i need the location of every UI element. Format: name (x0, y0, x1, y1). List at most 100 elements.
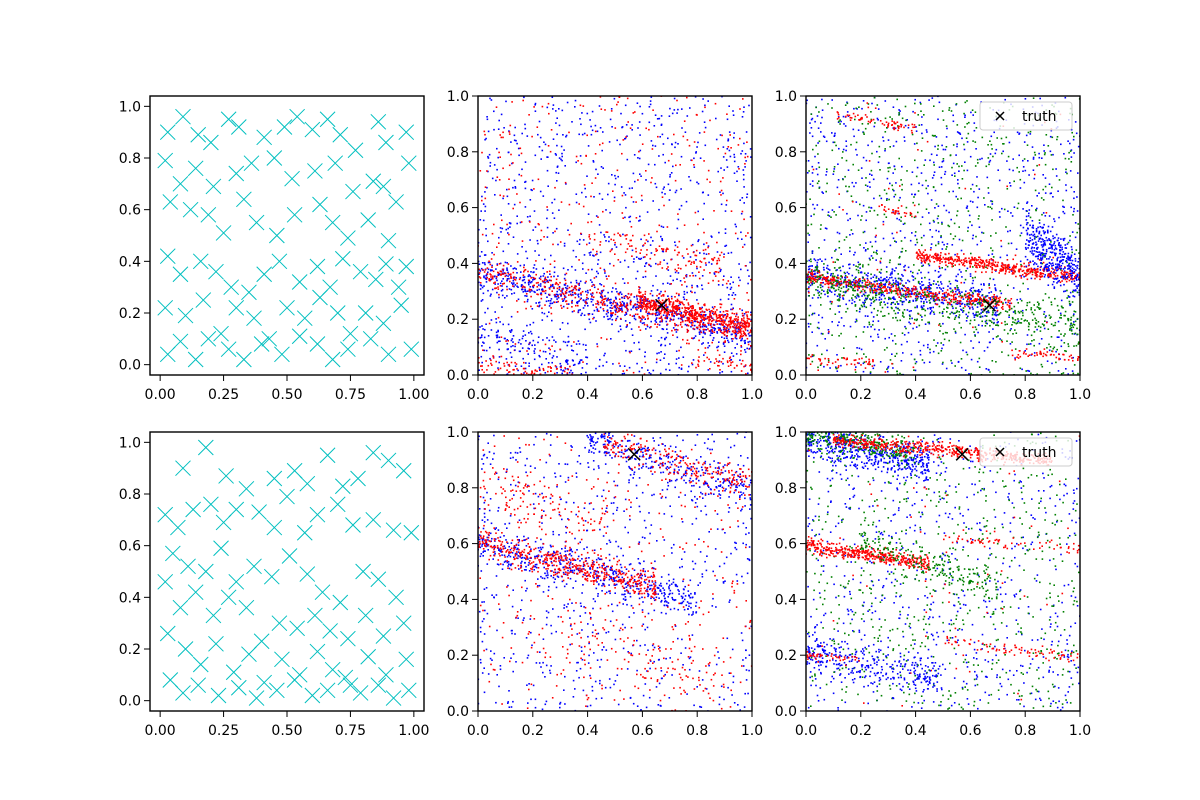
data-point-red (642, 301, 644, 304)
data-point-green (989, 277, 991, 280)
data-point-blue (693, 157, 695, 160)
data-point-red (625, 306, 627, 308)
data-point-red (742, 325, 744, 328)
x-tick-label: 0.25 (208, 387, 239, 403)
data-point-blue (535, 268, 538, 270)
data-point-blue (524, 288, 526, 291)
data-point-red (579, 292, 582, 295)
data-point-blue (866, 326, 869, 328)
data-point-blue (956, 293, 958, 296)
data-point-red (713, 362, 716, 364)
data-point-red (712, 307, 715, 310)
data-point-blue (493, 110, 495, 113)
data-point-green (831, 334, 833, 336)
data-point-red (733, 331, 735, 334)
data-point-blue (556, 144, 558, 147)
data-point-blue (592, 298, 594, 301)
data-point-blue (744, 342, 746, 345)
data-point-green (1071, 131, 1073, 134)
data-point-blue (951, 174, 953, 176)
data-point-blue (531, 189, 533, 192)
data-point-blue (834, 132, 836, 135)
data-point-blue (1049, 150, 1052, 153)
data-point-red (728, 323, 730, 326)
data-point-red (619, 243, 622, 246)
data-point-blue (944, 148, 947, 151)
data-point-red (496, 176, 499, 178)
data-point-red (512, 285, 514, 287)
data-point-blue (725, 329, 727, 331)
data-point-red (733, 298, 736, 300)
data-point-blue (510, 345, 512, 348)
data-point-red (693, 316, 695, 318)
data-point-red (697, 223, 699, 226)
data-point-red (594, 130, 597, 133)
data-point-blue (864, 291, 867, 294)
data-point-red (482, 349, 484, 351)
data-point-red (738, 284, 740, 287)
data-point-blue (1011, 215, 1014, 217)
sample-marker (388, 194, 404, 210)
data-point-red (523, 270, 525, 273)
data-point-red (702, 249, 705, 252)
data-point-blue (1063, 206, 1065, 208)
data-point-blue (852, 128, 855, 131)
data-point-blue (501, 280, 503, 282)
data-point-green (858, 263, 860, 266)
data-point-blue (483, 276, 485, 279)
data-point-blue (584, 282, 587, 284)
data-point-red (688, 317, 691, 320)
data-point-blue (739, 199, 741, 201)
data-point-blue (741, 116, 744, 118)
data-point-red (508, 164, 511, 167)
data-point-red (866, 102, 869, 104)
data-point-green (985, 165, 988, 168)
data-point-blue (519, 221, 522, 224)
sample-marker (403, 341, 420, 358)
data-point-green (914, 362, 917, 365)
data-point-blue (892, 237, 895, 240)
data-point-blue (1017, 320, 1020, 322)
data-point-blue (745, 131, 748, 133)
data-point-red (490, 258, 493, 260)
data-point-red (702, 318, 704, 321)
data-point-red (575, 285, 577, 288)
data-point-green (912, 201, 914, 204)
data-point-blue (964, 161, 966, 163)
data-point-blue (562, 134, 564, 136)
data-point-red (612, 190, 614, 192)
data-point-blue (746, 347, 748, 350)
data-point-blue (822, 192, 824, 194)
data-point-red (703, 160, 705, 162)
data-point-blue (640, 257, 643, 260)
data-point-red (638, 317, 641, 319)
data-point-blue (1057, 190, 1059, 192)
data-point-red (707, 328, 709, 330)
data-point-blue (716, 332, 719, 334)
data-point-blue (639, 258, 641, 260)
data-point-blue (967, 226, 969, 229)
data-point-blue (483, 262, 486, 264)
data-point-blue (540, 158, 542, 160)
data-point-blue (478, 260, 480, 263)
data-point-blue (810, 127, 813, 129)
data-point-blue (840, 120, 842, 123)
data-point-red (744, 156, 746, 159)
data-point-red (686, 339, 689, 341)
data-point-green (1077, 372, 1079, 375)
data-point-blue (534, 110, 537, 112)
data-point-red (730, 318, 732, 320)
data-point-green (854, 118, 856, 121)
data-point-blue (613, 97, 616, 100)
data-point-green (948, 280, 951, 283)
data-point-blue (989, 159, 992, 162)
data-point-blue (595, 275, 598, 278)
data-point-red (616, 306, 619, 309)
data-point-red (637, 307, 640, 309)
data-point-red (556, 282, 558, 285)
data-point-blue (623, 304, 625, 307)
data-point-blue (839, 269, 842, 272)
data-point-blue (523, 264, 525, 266)
data-point-blue (933, 161, 935, 164)
sample-marker (309, 336, 326, 352)
